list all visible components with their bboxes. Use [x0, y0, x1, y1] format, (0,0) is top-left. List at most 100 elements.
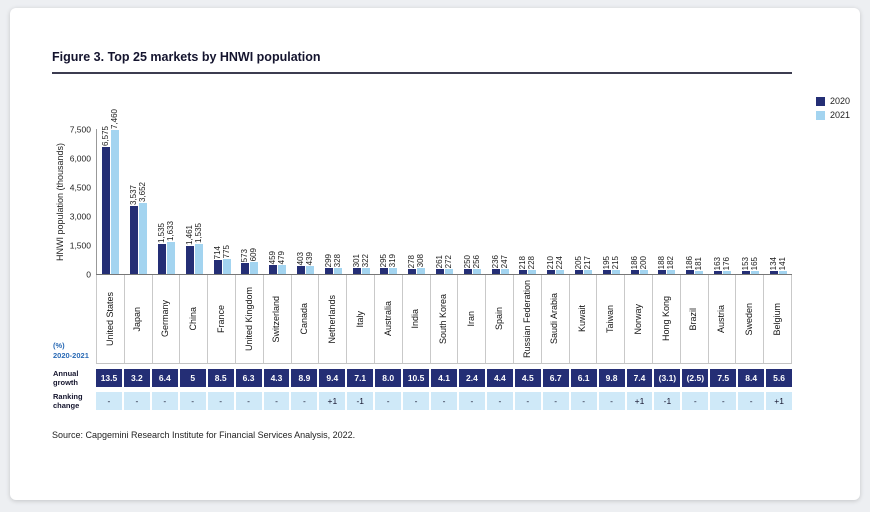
ranking-change-cell: -: [431, 392, 457, 410]
bar-column: 261 272: [431, 129, 459, 274]
bar-2020: [769, 271, 778, 274]
country-name-cell: South Korea: [431, 275, 459, 363]
y-tick-label: 6,000: [69, 152, 91, 163]
bar-value-label: 215: [610, 255, 620, 269]
bar-2021: [305, 266, 314, 274]
ranking-change-cell: -: [179, 392, 206, 410]
bar-2021: [444, 269, 453, 274]
bar-column: 1,461 1,535: [180, 129, 208, 274]
country-name-cell: Sweden: [736, 275, 765, 363]
bar-2020: [269, 265, 278, 274]
bar-column: 1,535 1,633: [153, 129, 181, 274]
bar-2020: [630, 270, 639, 274]
bar-group-2021: 228: [527, 256, 537, 274]
ranking-change-cell: -: [458, 392, 485, 410]
bar-2021: [417, 268, 426, 274]
annual-growth-label: Annual growth: [53, 369, 79, 387]
country-name-cell: Germany: [153, 275, 181, 363]
bar-value-label: 182: [666, 255, 676, 269]
country-name-cell: Kuwait: [570, 275, 598, 363]
pct-period: 2020-2021: [53, 350, 89, 360]
bar-2021: [583, 270, 592, 274]
bar-group-2021: 319: [388, 254, 398, 274]
bar-value-label: 186: [685, 255, 695, 269]
bar-group-2021: 181: [694, 257, 704, 274]
bar-value-label: 141: [777, 256, 787, 270]
country-name-cell: India: [403, 275, 431, 363]
country-name-cell: Norway: [625, 275, 653, 363]
ranking-change-section: Ranking change - - - - - - - - +1 -1- - - - - - - - - +1 -1…: [52, 392, 793, 410]
annual-growth-cell: 4.3: [263, 369, 290, 387]
country-name: Switzerland: [271, 295, 282, 343]
country-name: Norway: [632, 303, 643, 335]
bar-2020: [519, 270, 528, 274]
bar-group-2021: 328: [333, 254, 342, 274]
bar-group-2021: 1,633: [166, 221, 175, 274]
country-name: United Kingdom: [243, 286, 254, 352]
bar-column: 3,537 3,652: [125, 129, 153, 274]
bar-group-2020: 236: [491, 255, 500, 274]
annual-growth-cell: (3.1): [654, 369, 681, 387]
bar-group-2021: 200: [639, 256, 648, 274]
bar-group-2021: 224: [555, 256, 565, 274]
bar-value-label: 299: [323, 253, 333, 267]
bar-2021: [500, 269, 509, 274]
bar-value-label: 278: [407, 254, 417, 268]
bar-group-2021: 609: [249, 248, 259, 274]
country-name: Japan: [132, 306, 143, 332]
country-name-cell: Australia: [375, 275, 403, 363]
country-name-cell: Canada: [292, 275, 320, 363]
annual-growth-cell: (2.5): [682, 369, 709, 387]
ranking-change-cell: -: [738, 392, 765, 410]
bar-group-2021: 439: [305, 252, 314, 274]
figure-title: Figure 3. Top 25 markets by HNWI populat…: [52, 50, 792, 74]
country-name-cell: Japan: [125, 275, 153, 363]
bar-2021: [194, 244, 203, 274]
bar-2021: [361, 268, 370, 274]
bar-2021: [389, 268, 398, 274]
country-name: Hong Kong: [660, 296, 671, 342]
bar-value-label: 261: [434, 254, 444, 268]
annual-growth-cell: 8.5: [207, 369, 234, 387]
annual-growth-cell: 13.5: [96, 369, 122, 387]
annual-growth-cell: 6.7: [542, 369, 569, 387]
country-name: Germany: [160, 300, 171, 338]
bar-column: 250 256: [458, 129, 486, 274]
bar-group-2020: 403: [296, 252, 305, 274]
bar-group-2020: 1,461: [185, 225, 194, 274]
bar-value-label: 459: [268, 250, 278, 264]
y-tick-label: 7,500: [69, 123, 91, 134]
bar-column: 301 322: [347, 129, 375, 274]
bar-2020: [241, 263, 250, 274]
country-name-cell: Saudi Arabia: [542, 275, 570, 363]
bar-group-2021: 217: [583, 256, 592, 274]
bar-2020: [102, 147, 111, 274]
bar-value-label: 322: [360, 253, 370, 267]
bar-group-2021: 272: [444, 255, 453, 274]
bar-group-2021: 775: [221, 244, 231, 274]
bar-value-label: 775: [221, 244, 231, 258]
ranking-change-cell: +1: [766, 392, 793, 410]
country-name-cell: Brazil: [681, 275, 709, 363]
chart-area: HNWI population (thousands) 0 1,500 3,000 4…: [52, 109, 792, 278]
ranking-change-cell: -1: [654, 392, 681, 410]
y-tick-label: 0: [86, 268, 91, 279]
annual-growth-cell: 2.4: [458, 369, 485, 387]
legend-swatch: [815, 110, 825, 120]
country-name: Spain: [493, 307, 504, 331]
annual-growth-gutter: Annual growth: [52, 369, 96, 387]
bar-2021: [472, 269, 481, 274]
bar-2021: [139, 203, 148, 274]
bar-group-2021: 322: [360, 253, 370, 274]
pct-sign: (%): [53, 340, 65, 350]
ranking-change-cell: -: [263, 392, 290, 410]
bar-group-2020: 186: [685, 255, 695, 274]
bar-column: 163 176: [709, 129, 737, 274]
bar-2021: [222, 259, 231, 274]
bar-2020: [380, 268, 389, 274]
bar-group-2021: 3,652: [138, 182, 148, 274]
country-name: Brazil: [688, 307, 699, 331]
annual-growth-cell: 8.0: [375, 369, 402, 387]
bar-2020: [658, 270, 667, 274]
bar-group-2020: 186: [630, 256, 639, 274]
